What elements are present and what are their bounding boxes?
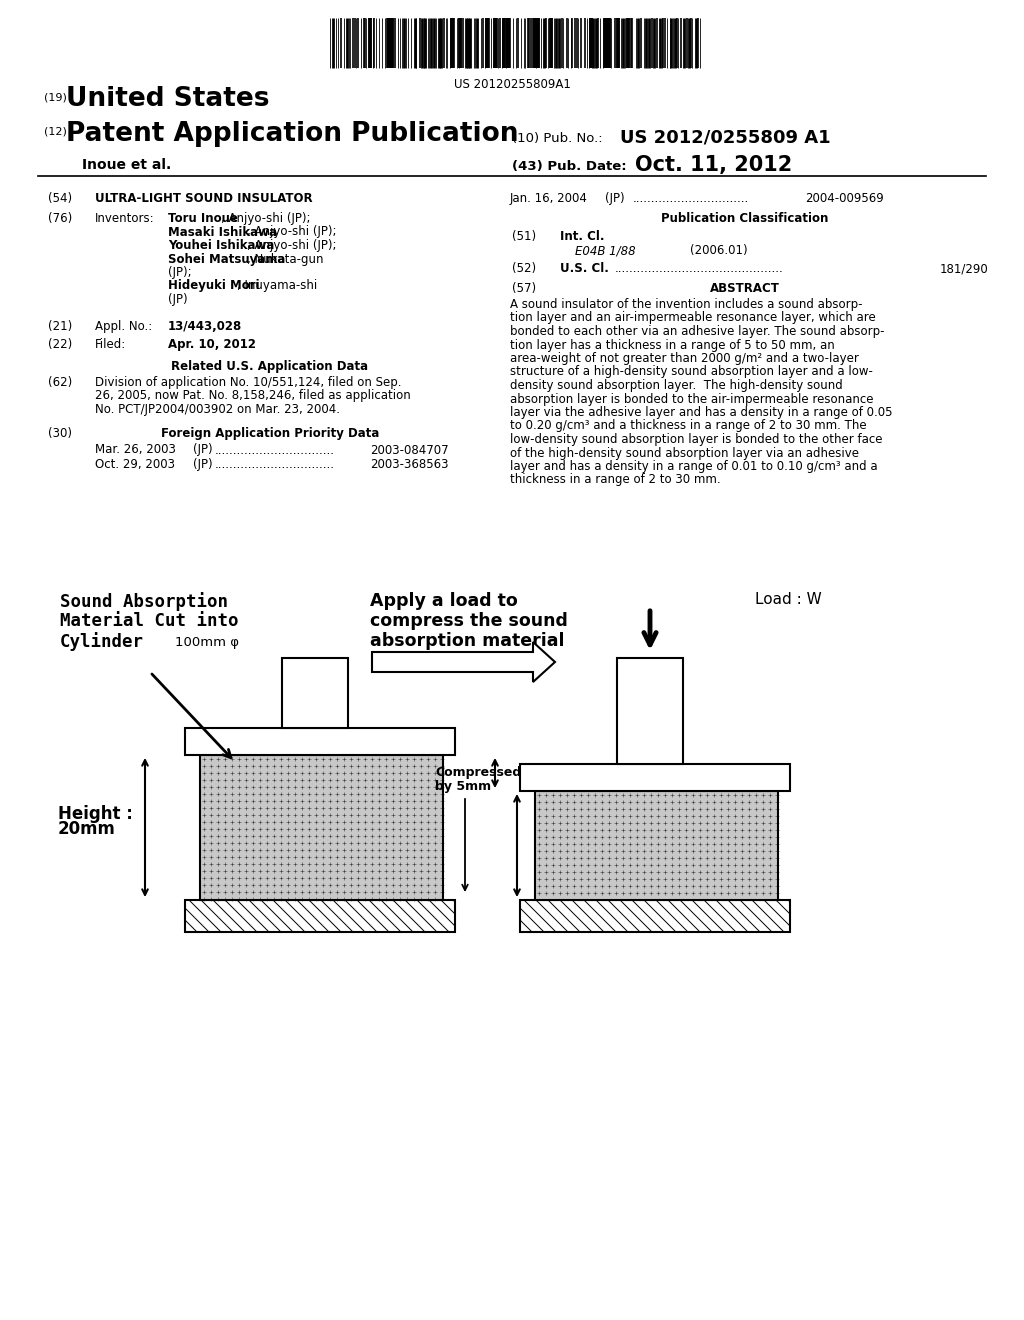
Text: 13/443,028: 13/443,028 [168, 319, 243, 333]
Text: , Anjyo-shi (JP);: , Anjyo-shi (JP); [221, 213, 310, 224]
Text: absorption layer is bonded to the air-impermeable resonance: absorption layer is bonded to the air-im… [510, 392, 873, 405]
Text: (43) Pub. Date:: (43) Pub. Date: [512, 160, 627, 173]
Text: bonded to each other via an adhesive layer. The sound absorp-: bonded to each other via an adhesive lay… [510, 325, 885, 338]
Text: Oct. 11, 2012: Oct. 11, 2012 [635, 154, 793, 176]
Text: ABSTRACT: ABSTRACT [710, 282, 780, 294]
Text: (JP): (JP) [193, 458, 213, 471]
Text: Height :: Height : [58, 805, 133, 822]
Text: (2006.01): (2006.01) [690, 244, 748, 257]
Text: (19): (19) [44, 92, 67, 102]
Bar [282, 657, 348, 729]
Text: layer and has a density in a range of 0.01 to 0.10 g/cm³ and a: layer and has a density in a range of 0.… [510, 459, 878, 473]
Text: (51): (51) [512, 230, 537, 243]
Text: (57): (57) [512, 282, 537, 294]
Text: (30): (30) [48, 426, 72, 440]
Text: (62): (62) [48, 376, 73, 389]
Text: Related U.S. Application Data: Related U.S. Application Data [171, 360, 369, 374]
Text: compress the sound: compress the sound [370, 612, 568, 630]
Text: Division of application No. 10/551,124, filed on Sep.: Division of application No. 10/551,124, … [95, 376, 401, 389]
Text: Int. Cl.: Int. Cl. [560, 230, 604, 243]
Bar [185, 900, 455, 932]
Text: (JP): (JP) [168, 293, 187, 306]
Text: (52): (52) [512, 261, 537, 275]
Text: (10) Pub. No.:: (10) Pub. No.: [512, 132, 603, 145]
Text: E04B 1/88: E04B 1/88 [575, 244, 636, 257]
Text: (JP);: (JP); [168, 267, 196, 279]
Text: of the high-density sound absorption layer via an adhesive: of the high-density sound absorption lay… [510, 446, 859, 459]
Text: .............................................: ........................................… [615, 261, 783, 275]
Text: to 0.20 g/cm³ and a thickness in a range of 2 to 30 mm. The: to 0.20 g/cm³ and a thickness in a range… [510, 420, 866, 433]
Text: No. PCT/JP2004/003902 on Mar. 23, 2004.: No. PCT/JP2004/003902 on Mar. 23, 2004. [95, 403, 340, 416]
Text: by 5mm: by 5mm [435, 780, 492, 793]
Text: Load : W: Load : W [755, 591, 821, 607]
Text: density sound absorption layer.  The high-density sound: density sound absorption layer. The high… [510, 379, 843, 392]
Text: Mar. 26, 2003: Mar. 26, 2003 [95, 444, 176, 457]
Text: Publication Classification: Publication Classification [662, 213, 828, 224]
Bar [200, 755, 443, 900]
Text: 26, 2005, now Pat. No. 8,158,246, filed as application: 26, 2005, now Pat. No. 8,158,246, filed … [95, 389, 411, 403]
Text: 181/290: 181/290 [940, 261, 989, 275]
Text: Jan. 16, 2004: Jan. 16, 2004 [510, 191, 588, 205]
Text: US 20120255809A1: US 20120255809A1 [454, 78, 570, 91]
Text: ................................: ................................ [215, 458, 335, 471]
Text: 2004-009569: 2004-009569 [805, 191, 884, 205]
Bar [520, 764, 790, 791]
Text: (JP): (JP) [193, 444, 213, 457]
Text: (JP): (JP) [605, 191, 625, 205]
Text: Filed:: Filed: [95, 338, 126, 351]
Text: (21): (21) [48, 319, 73, 333]
Text: low-density sound absorption layer is bonded to the other face: low-density sound absorption layer is bo… [510, 433, 883, 446]
Text: , Anjyo-shi (JP);: , Anjyo-shi (JP); [247, 226, 337, 239]
Text: (12): (12) [44, 127, 67, 137]
Bar [617, 657, 683, 764]
Text: Apr. 10, 2012: Apr. 10, 2012 [168, 338, 256, 351]
Text: Appl. No.:: Appl. No.: [95, 319, 153, 333]
Text: Youhei Ishikawa: Youhei Ishikawa [168, 239, 274, 252]
Text: 2003-368563: 2003-368563 [370, 458, 449, 471]
Text: (54): (54) [48, 191, 72, 205]
Text: Compressed: Compressed [435, 766, 521, 779]
Text: ...............................: ............................... [633, 191, 750, 205]
Text: Sound Absorption: Sound Absorption [60, 591, 228, 611]
Text: Toru Inoue: Toru Inoue [168, 213, 238, 224]
Text: tion layer and an air-impermeable resonance layer, which are: tion layer and an air-impermeable resona… [510, 312, 876, 325]
Bar [185, 729, 455, 755]
Text: 100mm φ: 100mm φ [175, 636, 239, 649]
Text: ................................: ................................ [215, 444, 335, 457]
Text: Inoue et al.: Inoue et al. [82, 158, 171, 172]
Text: Foreign Application Priority Data: Foreign Application Priority Data [161, 426, 379, 440]
Text: Inventors:: Inventors: [95, 213, 155, 224]
Text: (22): (22) [48, 338, 73, 351]
Text: thickness in a range of 2 to 30 mm.: thickness in a range of 2 to 30 mm. [510, 474, 721, 487]
Text: ULTRA-LIGHT SOUND INSULATOR: ULTRA-LIGHT SOUND INSULATOR [95, 191, 312, 205]
Bar [520, 900, 790, 932]
Text: Cylinder: Cylinder [60, 632, 144, 651]
Bar [535, 791, 778, 900]
Text: Apply a load to: Apply a load to [370, 591, 518, 610]
Text: , Inuyama-shi: , Inuyama-shi [237, 280, 316, 293]
Text: 2003-084707: 2003-084707 [370, 444, 449, 457]
Text: area-weight of not greater than 2000 g/m² and a two-layer: area-weight of not greater than 2000 g/m… [510, 352, 859, 366]
Text: Patent Application Publication: Patent Application Publication [66, 121, 518, 147]
Text: Hideyuki Mori: Hideyuki Mori [168, 280, 260, 293]
Text: , Anjyo-shi (JP);: , Anjyo-shi (JP); [247, 239, 337, 252]
Text: (76): (76) [48, 213, 73, 224]
Text: tion layer has a thickness in a range of 5 to 50 mm, an: tion layer has a thickness in a range of… [510, 338, 835, 351]
Text: Oct. 29, 2003: Oct. 29, 2003 [95, 458, 175, 471]
Text: Masaki Ishikawa: Masaki Ishikawa [168, 226, 278, 239]
Text: U.S. Cl.: U.S. Cl. [560, 261, 609, 275]
Text: Sohei Matsuyama: Sohei Matsuyama [168, 252, 286, 265]
Text: US 2012/0255809 A1: US 2012/0255809 A1 [620, 128, 830, 147]
Text: United States: United States [66, 86, 269, 112]
Text: A sound insulator of the invention includes a sound absorp-: A sound insulator of the invention inclu… [510, 298, 862, 312]
Polygon shape [372, 642, 555, 682]
Text: , Nukata-gun: , Nukata-gun [247, 252, 324, 265]
Text: Material Cut into: Material Cut into [60, 612, 239, 630]
Text: structure of a high-density sound absorption layer and a low-: structure of a high-density sound absorp… [510, 366, 872, 379]
Text: absorption material: absorption material [370, 632, 564, 649]
Text: 20mm: 20mm [58, 820, 116, 838]
Text: layer via the adhesive layer and has a density in a range of 0.05: layer via the adhesive layer and has a d… [510, 407, 893, 418]
